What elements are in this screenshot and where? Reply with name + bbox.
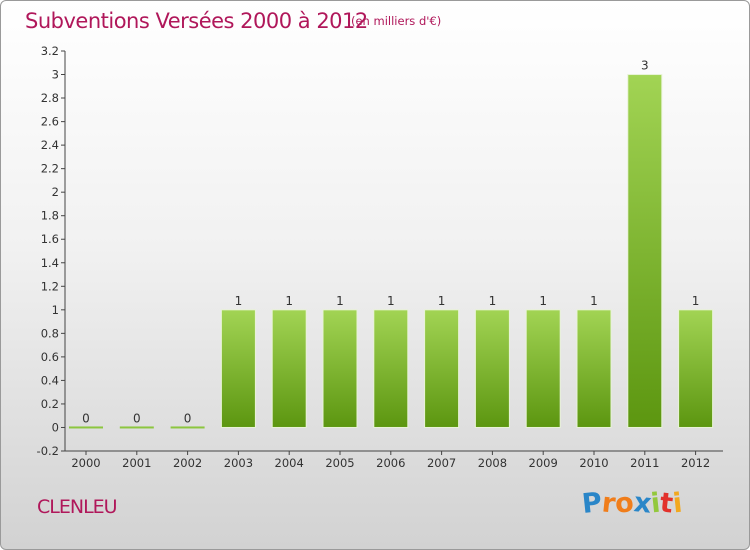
bar xyxy=(322,309,358,428)
y-tick-label: 2.2 xyxy=(41,162,59,176)
y-tick-label: -0.2 xyxy=(37,444,59,458)
chart-subtitle: (en milliers d'€) xyxy=(351,14,442,28)
x-tick-label: 2002 xyxy=(173,456,202,470)
y-tick-label: 0.8 xyxy=(41,326,59,340)
x-tick-label: 2011 xyxy=(630,456,659,470)
y-tick-label: 2.4 xyxy=(41,138,59,152)
y-tick-label: 1.4 xyxy=(41,256,59,270)
bar xyxy=(525,309,561,428)
bar-value-label: 1 xyxy=(387,294,395,308)
y-tick-label: 1.6 xyxy=(41,232,59,246)
bar-value-label: 1 xyxy=(590,294,598,308)
bar-value-label: 0 xyxy=(184,411,192,425)
bar xyxy=(373,309,409,428)
bar xyxy=(474,309,510,428)
chart-title: Subventions Versées 2000 à 2012 xyxy=(25,9,368,33)
y-tick-label: 2.6 xyxy=(41,115,59,129)
y-tick-label: 0.2 xyxy=(41,397,59,411)
bar xyxy=(69,426,103,429)
x-tick-label: 2003 xyxy=(224,456,253,470)
bar-value-label: 1 xyxy=(692,294,700,308)
y-tick-label: 2 xyxy=(52,185,59,199)
bar xyxy=(627,74,663,428)
bar-value-label: 1 xyxy=(336,294,344,308)
x-tick-label: 2006 xyxy=(376,456,405,470)
y-tick-label: 0.4 xyxy=(41,373,59,387)
y-tick-label: 0.6 xyxy=(41,350,59,364)
bar-value-label: 1 xyxy=(489,294,497,308)
bar xyxy=(576,309,612,428)
bar xyxy=(678,309,714,428)
x-tick-label: 2008 xyxy=(478,456,507,470)
bar-value-label: 0 xyxy=(82,411,90,425)
bar-value-label: 1 xyxy=(235,294,243,308)
logo-letter: i xyxy=(671,487,685,520)
proxiti-logo: Proxiti xyxy=(580,487,685,520)
bar-value-label: 3 xyxy=(641,59,649,73)
x-tick-label: 2007 xyxy=(427,456,456,470)
bar xyxy=(271,309,307,428)
bar xyxy=(424,309,460,428)
bar-value-label: 0 xyxy=(133,411,141,425)
x-tick-label: 2005 xyxy=(325,456,354,470)
bar-value-label: 1 xyxy=(438,294,446,308)
y-tick-label: 2.8 xyxy=(41,91,59,105)
x-tick-label: 2012 xyxy=(681,456,710,470)
x-tick-label: 2009 xyxy=(529,456,558,470)
y-tick-label: 0 xyxy=(52,420,59,434)
x-tick-label: 2000 xyxy=(71,456,100,470)
bar-value-label: 1 xyxy=(285,294,293,308)
bar xyxy=(220,309,256,428)
y-tick-label: 3 xyxy=(52,68,59,82)
y-tick-label: 3.2 xyxy=(41,44,59,58)
x-tick-label: 2004 xyxy=(275,456,304,470)
x-tick-label: 2001 xyxy=(122,456,151,470)
bar xyxy=(119,426,154,429)
x-tick-label: 2010 xyxy=(579,456,608,470)
bar-value-label: 1 xyxy=(539,294,547,308)
y-tick-label: 1.2 xyxy=(41,279,59,293)
town-name: CLENLEU xyxy=(37,496,118,518)
y-tick-label: 1 xyxy=(52,303,59,317)
y-tick-label: 1.8 xyxy=(41,209,59,223)
bar xyxy=(170,426,205,429)
